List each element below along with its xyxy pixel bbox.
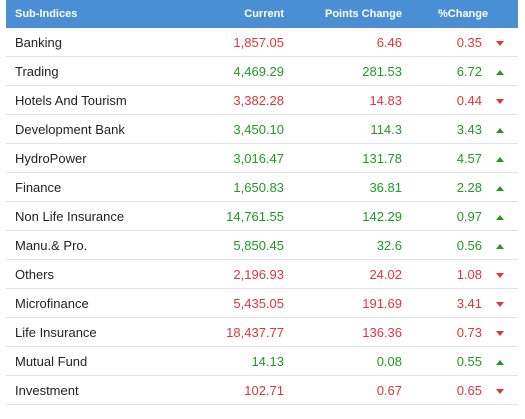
row-current-value: 2,196.93 bbox=[176, 259, 284, 289]
table-row[interactable]: Development Bank 3,450.10 114.3 3.43 bbox=[6, 114, 518, 144]
row-current-value: 14,761.55 bbox=[176, 201, 284, 231]
row-sub-index-name[interactable]: Trading bbox=[6, 56, 176, 86]
row-trend bbox=[482, 143, 518, 173]
row-current-value: 5,435.05 bbox=[176, 288, 284, 318]
row-trend bbox=[482, 56, 518, 86]
row-trend bbox=[482, 230, 518, 260]
row-current-value: 102.71 bbox=[176, 375, 284, 405]
triangle-up-icon bbox=[496, 359, 504, 365]
row-sub-index-name[interactable]: Hotels And Tourism bbox=[6, 85, 176, 115]
table-row[interactable]: Hotels And Tourism 3,382.28 14.83 0.44 bbox=[6, 85, 518, 115]
row-pct-change: 2.28 bbox=[402, 172, 482, 202]
header-pct-change[interactable]: %Change bbox=[402, 0, 518, 28]
row-current-value: 14.13 bbox=[176, 346, 284, 376]
row-sub-index-name[interactable]: Others bbox=[6, 259, 176, 289]
row-points-change: 0.08 bbox=[284, 346, 402, 376]
row-trend bbox=[482, 28, 518, 57]
row-pct-change: 6.72 bbox=[402, 56, 482, 86]
row-points-change: 36.81 bbox=[284, 172, 402, 202]
table-row[interactable]: Mutual Fund 14.13 0.08 0.55 bbox=[6, 346, 518, 376]
row-trend bbox=[482, 259, 518, 289]
row-pct-change: 3.41 bbox=[402, 288, 482, 318]
row-points-change: 32.6 bbox=[284, 230, 402, 260]
row-current-value: 4,469.29 bbox=[176, 56, 284, 86]
table-header-row: Sub-Indices Current Points Change %Chang… bbox=[6, 0, 518, 28]
triangle-down-icon bbox=[496, 40, 504, 46]
row-trend bbox=[482, 85, 518, 115]
row-points-change: 24.02 bbox=[284, 259, 402, 289]
row-trend bbox=[482, 288, 518, 318]
row-points-change: 114.3 bbox=[284, 114, 402, 144]
triangle-up-icon bbox=[496, 156, 504, 162]
table-row[interactable]: Manu.& Pro. 5,850.45 32.6 0.56 bbox=[6, 230, 518, 260]
table-row[interactable]: Banking 1,857.05 6.46 0.35 bbox=[6, 28, 518, 57]
row-sub-index-name[interactable]: Investment bbox=[6, 375, 176, 405]
table-row[interactable]: Investment 102.71 0.67 0.65 bbox=[6, 375, 518, 405]
row-pct-change: 0.55 bbox=[402, 346, 482, 376]
row-current-value: 3,450.10 bbox=[176, 114, 284, 144]
row-pct-change: 0.44 bbox=[402, 85, 482, 115]
sub-indices-panel: Sub-Indices Current Points Change %Chang… bbox=[6, 0, 518, 405]
row-sub-index-name[interactable]: Manu.& Pro. bbox=[6, 230, 176, 260]
row-points-change: 142.29 bbox=[284, 201, 402, 231]
row-trend bbox=[482, 201, 518, 231]
row-points-change: 131.78 bbox=[284, 143, 402, 173]
row-current-value: 1,857.05 bbox=[176, 28, 284, 57]
sub-indices-table: Sub-Indices Current Points Change %Chang… bbox=[6, 0, 518, 405]
triangle-down-icon bbox=[496, 272, 504, 278]
row-trend bbox=[482, 375, 518, 405]
table-row[interactable]: Non Life Insurance 14,761.55 142.29 0.97 bbox=[6, 201, 518, 231]
table-row[interactable]: HydroPower 3,016.47 131.78 4.57 bbox=[6, 143, 518, 173]
triangle-down-icon bbox=[496, 301, 504, 307]
row-current-value: 3,016.47 bbox=[176, 143, 284, 173]
row-pct-change: 0.35 bbox=[402, 28, 482, 57]
triangle-down-icon bbox=[496, 388, 504, 394]
triangle-up-icon bbox=[496, 69, 504, 75]
row-pct-change: 0.73 bbox=[402, 317, 482, 347]
header-points-change[interactable]: Points Change bbox=[284, 0, 402, 28]
row-trend bbox=[482, 346, 518, 376]
row-pct-change: 1.08 bbox=[402, 259, 482, 289]
row-sub-index-name[interactable]: Finance bbox=[6, 172, 176, 202]
row-pct-change: 4.57 bbox=[402, 143, 482, 173]
row-pct-change: 0.65 bbox=[402, 375, 482, 405]
triangle-down-icon bbox=[496, 98, 504, 104]
triangle-up-icon bbox=[496, 127, 504, 133]
row-pct-change: 0.56 bbox=[402, 230, 482, 260]
table-row[interactable]: Others 2,196.93 24.02 1.08 bbox=[6, 259, 518, 289]
row-current-value: 3,382.28 bbox=[176, 85, 284, 115]
row-pct-change: 3.43 bbox=[402, 114, 482, 144]
triangle-up-icon bbox=[496, 214, 504, 220]
header-current[interactable]: Current bbox=[176, 0, 284, 28]
table-row[interactable]: Finance 1,650.83 36.81 2.28 bbox=[6, 172, 518, 202]
row-points-change: 136.36 bbox=[284, 317, 402, 347]
row-current-value: 1,650.83 bbox=[176, 172, 284, 202]
row-points-change: 14.83 bbox=[284, 85, 402, 115]
table-row[interactable]: Trading 4,469.29 281.53 6.72 bbox=[6, 56, 518, 86]
row-sub-index-name[interactable]: HydroPower bbox=[6, 143, 176, 173]
row-trend bbox=[482, 114, 518, 144]
row-current-value: 18,437.77 bbox=[176, 317, 284, 347]
row-sub-index-name[interactable]: Non Life Insurance bbox=[6, 201, 176, 231]
row-sub-index-name[interactable]: Mutual Fund bbox=[6, 346, 176, 376]
row-trend bbox=[482, 172, 518, 202]
header-sub-indices[interactable]: Sub-Indices bbox=[6, 0, 176, 28]
row-points-change: 191.69 bbox=[284, 288, 402, 318]
table-body: Banking 1,857.05 6.46 0.35 Trading 4,469.29 28… bbox=[6, 28, 518, 405]
row-sub-index-name[interactable]: Microfinance bbox=[6, 288, 176, 318]
row-current-value: 5,850.45 bbox=[176, 230, 284, 260]
triangle-down-icon bbox=[496, 330, 504, 336]
table-row[interactable]: Microfinance 5,435.05 191.69 3.41 bbox=[6, 288, 518, 318]
triangle-up-icon bbox=[496, 243, 504, 249]
row-sub-index-name[interactable]: Life Insurance bbox=[6, 317, 176, 347]
table-row[interactable]: Life Insurance 18,437.77 136.36 0.73 bbox=[6, 317, 518, 347]
row-points-change: 6.46 bbox=[284, 28, 402, 57]
triangle-up-icon bbox=[496, 185, 504, 191]
row-points-change: 281.53 bbox=[284, 56, 402, 86]
row-sub-index-name[interactable]: Banking bbox=[6, 28, 176, 57]
row-points-change: 0.67 bbox=[284, 375, 402, 405]
row-trend bbox=[482, 317, 518, 347]
row-sub-index-name[interactable]: Development Bank bbox=[6, 114, 176, 144]
row-pct-change: 0.97 bbox=[402, 201, 482, 231]
